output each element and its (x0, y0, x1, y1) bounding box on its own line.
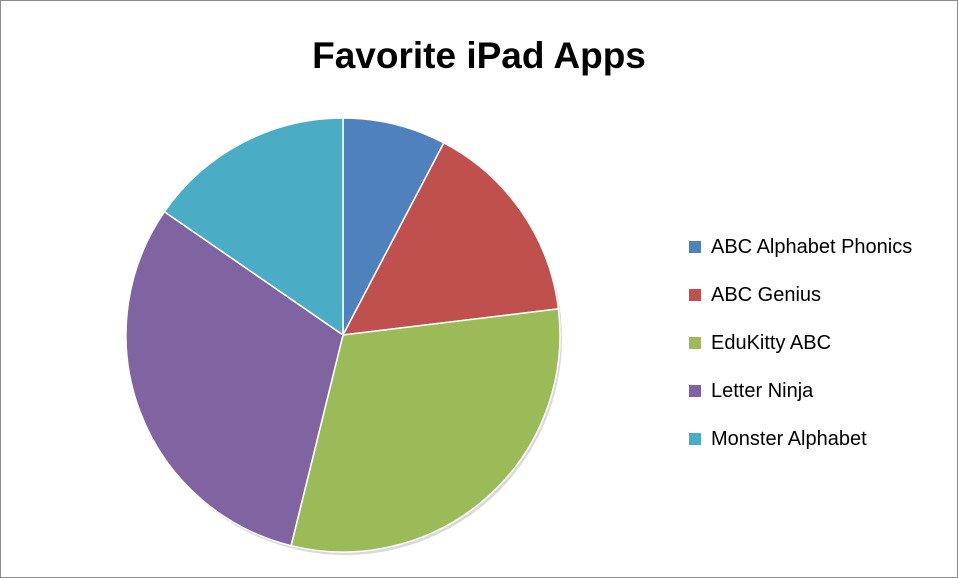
legend-item: ABC Genius (689, 271, 912, 319)
legend-label: Monster Alphabet (711, 427, 867, 450)
legend-swatch (689, 385, 701, 397)
legend-label: ABC Genius (711, 283, 822, 306)
legend-swatch (689, 241, 701, 253)
legend-label: EduKitty ABC (711, 331, 832, 354)
pie-slice (290, 308, 561, 553)
legend: ABC Alphabet Phonics ABC Genius EduKitty… (689, 223, 912, 463)
legend-label: ABC Alphabet Phonics (711, 235, 913, 258)
pie-slice (341, 141, 560, 336)
legend-item: Monster Alphabet (689, 415, 912, 463)
legend-swatch (689, 337, 701, 349)
legend-swatch (689, 433, 701, 445)
legend-item: ABC Alphabet Phonics (689, 223, 912, 271)
legend-item: EduKitty ABC (689, 319, 912, 367)
legend-item: Letter Ninja (689, 367, 912, 415)
pie-slice (125, 210, 344, 547)
pie-slice (163, 117, 344, 337)
chart-title: Favorite iPad Apps (312, 35, 646, 76)
legend-label: Letter Ninja (711, 379, 814, 402)
legend-swatch (689, 289, 701, 301)
pie-slice (342, 117, 445, 336)
